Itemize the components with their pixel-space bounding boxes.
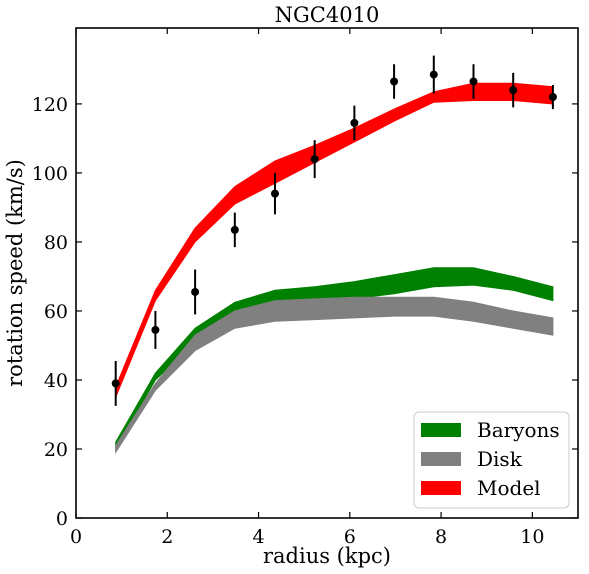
x-tick-label: 0 xyxy=(70,526,82,548)
x-tick-label: 4 xyxy=(252,526,264,548)
y-axis: 0 20 40 60 80 100 120 xyxy=(32,94,578,530)
data-point xyxy=(111,379,120,388)
y-tick-label: 0 xyxy=(56,508,68,530)
y-tick-label: 100 xyxy=(32,163,68,185)
band-disk xyxy=(115,296,554,455)
x-tick-label: 10 xyxy=(520,526,544,548)
data-point xyxy=(429,70,438,79)
data-point xyxy=(151,325,160,334)
x-tick-label: 8 xyxy=(435,526,447,548)
legend-label-baryons: Baryons xyxy=(477,418,560,442)
data-point xyxy=(270,189,279,198)
y-tick-label: 120 xyxy=(32,94,68,116)
y-axis-label: rotation speed (km/s) xyxy=(3,159,27,387)
y-tick-label: 60 xyxy=(44,301,68,323)
x-tick-label: 2 xyxy=(161,526,173,548)
y-tick-label: 40 xyxy=(44,370,68,392)
x-axis: 0 2 4 6 8 10 xyxy=(70,28,544,548)
x-axis-label: radius (kpc) xyxy=(263,544,391,568)
data-point xyxy=(191,287,200,296)
legend-swatch-baryons xyxy=(421,423,461,437)
data-point xyxy=(310,155,319,164)
legend-swatch-disk xyxy=(421,452,461,466)
legend-label-disk: Disk xyxy=(477,447,523,471)
data-point xyxy=(230,225,239,234)
plot-frame xyxy=(75,27,579,519)
data-point xyxy=(509,86,518,95)
data-point xyxy=(350,118,359,127)
legend-label-model: Model xyxy=(477,476,541,500)
legend: Baryons Disk Model xyxy=(413,411,570,509)
legend-swatch-model xyxy=(421,481,461,495)
y-tick-label: 80 xyxy=(44,232,68,254)
data-point xyxy=(390,77,399,86)
y-tick-label: 20 xyxy=(44,439,68,461)
x-tick-label: 6 xyxy=(344,526,356,548)
data-point xyxy=(548,93,557,102)
data-point xyxy=(469,77,478,86)
chart-title: NGC4010 xyxy=(275,3,380,27)
data-points xyxy=(111,55,557,406)
